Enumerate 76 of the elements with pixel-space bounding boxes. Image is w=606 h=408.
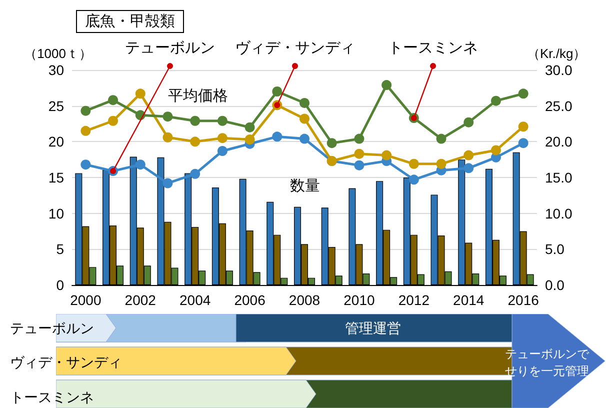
y-tick-label: 20 xyxy=(48,134,64,150)
text: トースミンネ xyxy=(10,389,94,407)
y2-tick-label: 5.0 xyxy=(545,241,565,258)
point xyxy=(354,160,364,170)
x-tick-label: 2000 xyxy=(70,292,102,308)
point xyxy=(436,134,446,144)
x-tick-label: 2008 xyxy=(288,292,320,308)
point xyxy=(300,134,310,144)
point xyxy=(162,112,173,122)
x-tick-label: 2006 xyxy=(234,292,266,308)
point xyxy=(162,178,173,188)
point xyxy=(80,160,91,170)
y2-tick-label: 10.0 xyxy=(545,205,572,222)
y-axis-title: （1000ｔ） xyxy=(24,46,92,61)
point xyxy=(464,117,474,128)
point xyxy=(326,138,337,148)
x-tick-label: 2014 xyxy=(453,292,484,308)
point xyxy=(464,163,474,174)
point xyxy=(490,145,501,156)
point xyxy=(518,138,528,148)
point xyxy=(518,88,528,99)
x-tick-label: 2004 xyxy=(180,292,211,308)
annotation: 平均価格 xyxy=(168,86,228,104)
point xyxy=(135,88,146,99)
point xyxy=(217,133,228,144)
point xyxy=(162,132,173,142)
point xyxy=(272,132,282,142)
point xyxy=(135,160,146,170)
y2-axis-title: （Kr./kg） xyxy=(527,46,586,61)
point xyxy=(108,116,118,126)
y-tick-label: 15 xyxy=(48,170,64,186)
x-tick-label: 2010 xyxy=(344,292,375,308)
x-tick-label: 2012 xyxy=(398,292,430,308)
point xyxy=(108,95,118,106)
point xyxy=(382,150,392,160)
point xyxy=(408,174,419,185)
point xyxy=(382,80,392,90)
y-tick-label: 5 xyxy=(56,241,64,258)
point xyxy=(300,114,310,124)
point xyxy=(408,158,419,169)
annotation: ヴィデ・サンディ xyxy=(235,38,355,56)
point xyxy=(244,134,255,145)
point xyxy=(190,168,200,179)
point xyxy=(354,148,364,159)
point xyxy=(354,134,364,144)
y-tick-label: 10 xyxy=(48,205,64,222)
y-tick-label: 0 xyxy=(56,277,64,293)
y2-tick-label: 30.0 xyxy=(545,62,572,78)
x-tick-label: 2016 xyxy=(508,292,540,308)
point xyxy=(464,150,474,160)
y-tick-label: 25 xyxy=(48,98,64,114)
point xyxy=(490,96,501,106)
point xyxy=(272,86,282,96)
point xyxy=(518,122,528,132)
point xyxy=(80,106,91,116)
point xyxy=(300,98,310,108)
point xyxy=(217,146,228,156)
annotation: 数量 xyxy=(290,176,320,194)
y-tick-label: 30 xyxy=(48,62,64,78)
annotation: テューボルン xyxy=(125,38,215,56)
point xyxy=(80,126,91,136)
point xyxy=(217,116,228,126)
y2-tick-label: 25.0 xyxy=(545,98,572,114)
point xyxy=(436,158,446,169)
point xyxy=(244,122,255,132)
y2-tick-label: 20.0 xyxy=(545,134,572,150)
point xyxy=(190,116,200,126)
text: 管理運営 xyxy=(345,320,401,338)
chart-title: 底魚・甲殻類 xyxy=(76,10,184,33)
annotation: トースミンネ xyxy=(388,38,478,56)
point xyxy=(190,136,200,147)
y2-tick-label: 15.0 xyxy=(545,170,572,186)
y2-tick-label: 0.0 xyxy=(545,277,565,293)
text: テューボルン xyxy=(10,320,94,338)
text: ヴィデ・サンディ xyxy=(10,354,122,372)
x-tick-label: 2002 xyxy=(124,292,156,308)
